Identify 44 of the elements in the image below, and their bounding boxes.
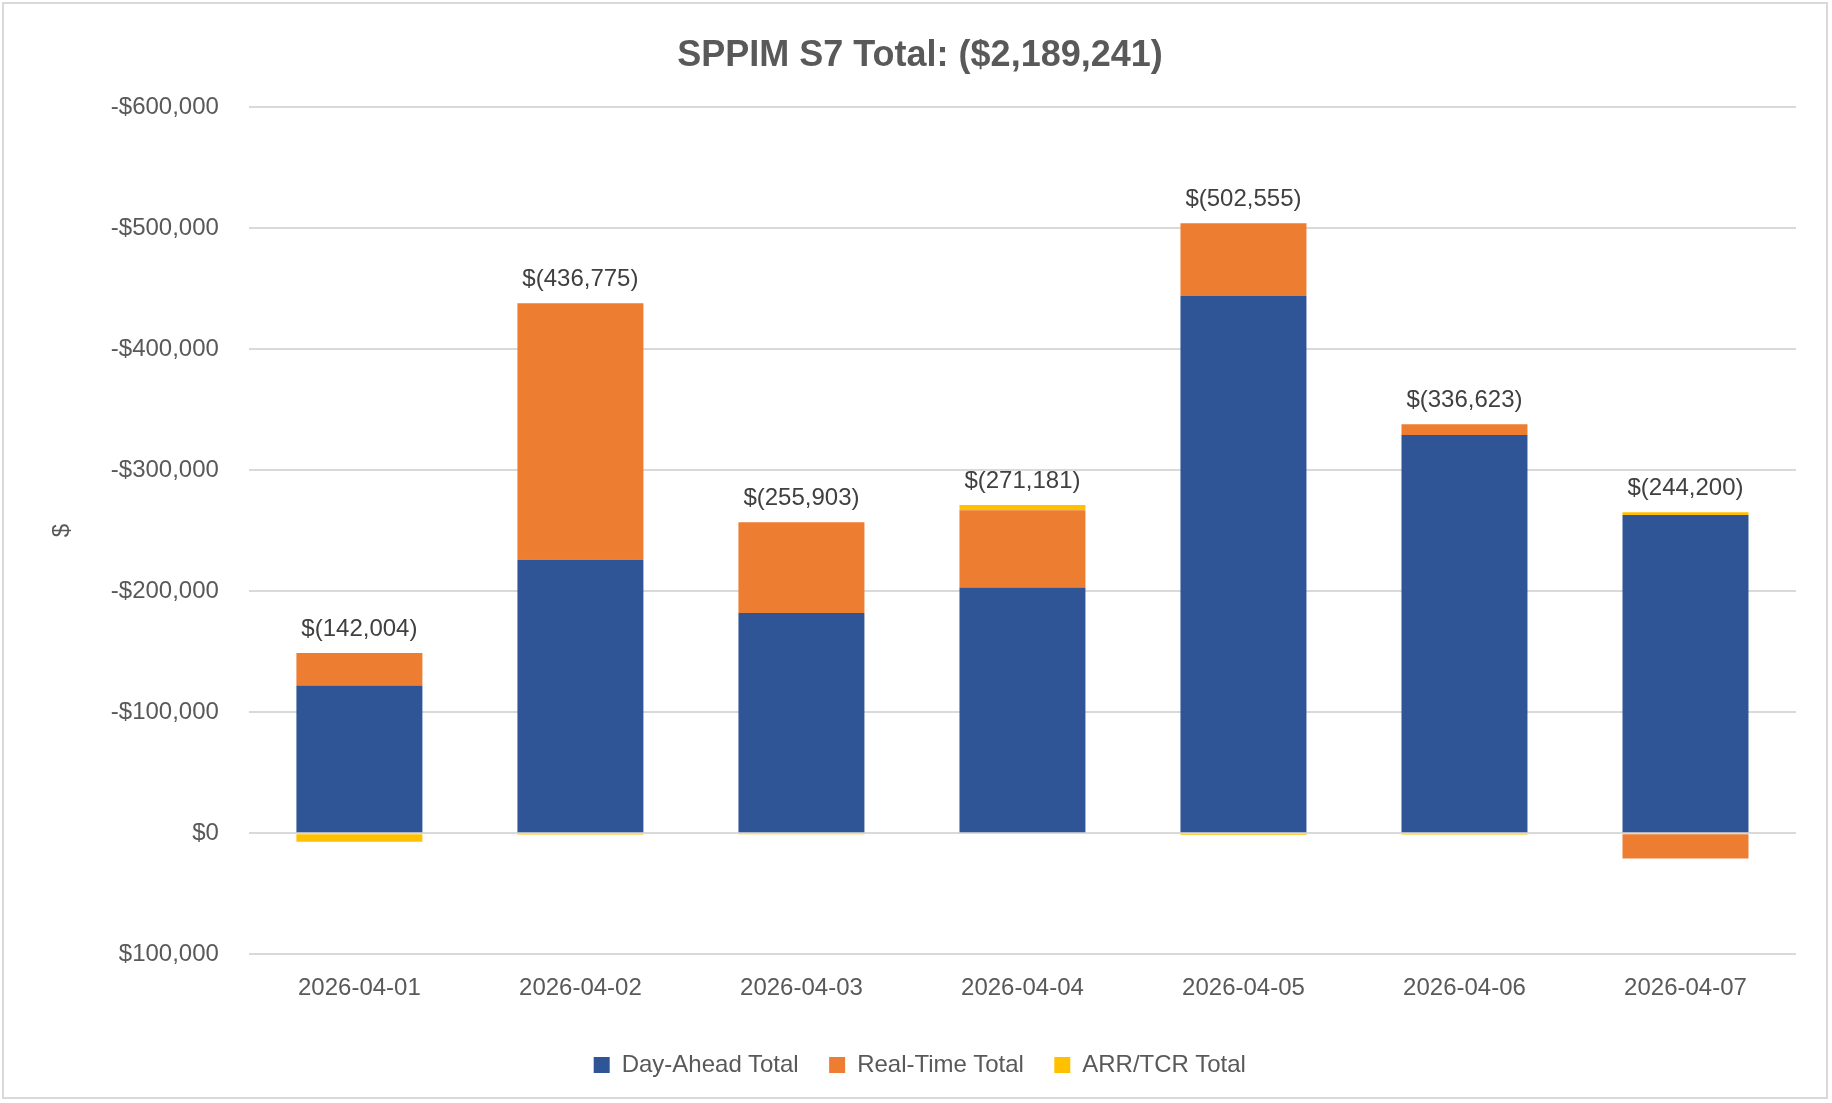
x-tick-label: 2026-04-01 <box>298 973 421 1001</box>
total-label: $(244,200) <box>1627 472 1744 500</box>
bar <box>1401 424 1528 436</box>
y-tick-label: -$200,000 <box>110 575 219 603</box>
bar <box>959 587 1086 833</box>
bar <box>517 559 644 833</box>
chart-title: SPPIM S7 Total: ($2,189,241) <box>677 32 1163 74</box>
total-label: $(336,623) <box>1406 384 1523 412</box>
y-tick-label: -$600,000 <box>110 91 219 119</box>
bar <box>959 505 1086 511</box>
total-label: $(502,555) <box>1185 183 1302 211</box>
total-label: $(271,181) <box>964 465 1081 493</box>
x-tick-label: 2026-04-04 <box>961 973 1084 1001</box>
y-tick-label: $100,000 <box>118 938 219 966</box>
bar <box>517 303 644 560</box>
bar <box>296 834 423 842</box>
y-tick-label: -$500,000 <box>110 212 219 240</box>
bar <box>738 522 865 613</box>
x-tick-label: 2026-04-05 <box>1182 973 1305 1001</box>
bar <box>1622 512 1749 515</box>
y-tick-label: -$100,000 <box>110 696 219 724</box>
bar <box>1180 295 1307 833</box>
y-tick-label: -$300,000 <box>110 454 219 482</box>
bar <box>1180 223 1307 296</box>
legend-label: Real-Time Total <box>857 1049 1024 1077</box>
bar <box>1401 435 1528 833</box>
bar <box>296 652 423 686</box>
y-axis-title: $ <box>47 524 75 538</box>
bar <box>959 510 1086 588</box>
x-tick-label: 2026-04-02 <box>519 973 642 1001</box>
x-tick-label: 2026-04-03 <box>740 973 863 1001</box>
y-tick-label: -$400,000 <box>110 333 219 361</box>
total-label: $(436,775) <box>522 263 639 291</box>
bar <box>1622 514 1749 833</box>
bar <box>1622 834 1749 859</box>
bar <box>738 612 865 833</box>
legend-label: Day-Ahead Total <box>621 1049 799 1077</box>
total-label: $(255,903) <box>743 482 860 510</box>
x-tick-label: 2026-04-07 <box>1624 973 1747 1001</box>
bar <box>296 685 423 833</box>
y-tick-label: $0 <box>192 817 219 845</box>
x-tick-label: 2026-04-06 <box>1403 973 1526 1001</box>
legend-label: ARR/TCR Total <box>1082 1049 1246 1077</box>
total-label: $(142,004) <box>301 613 418 641</box>
